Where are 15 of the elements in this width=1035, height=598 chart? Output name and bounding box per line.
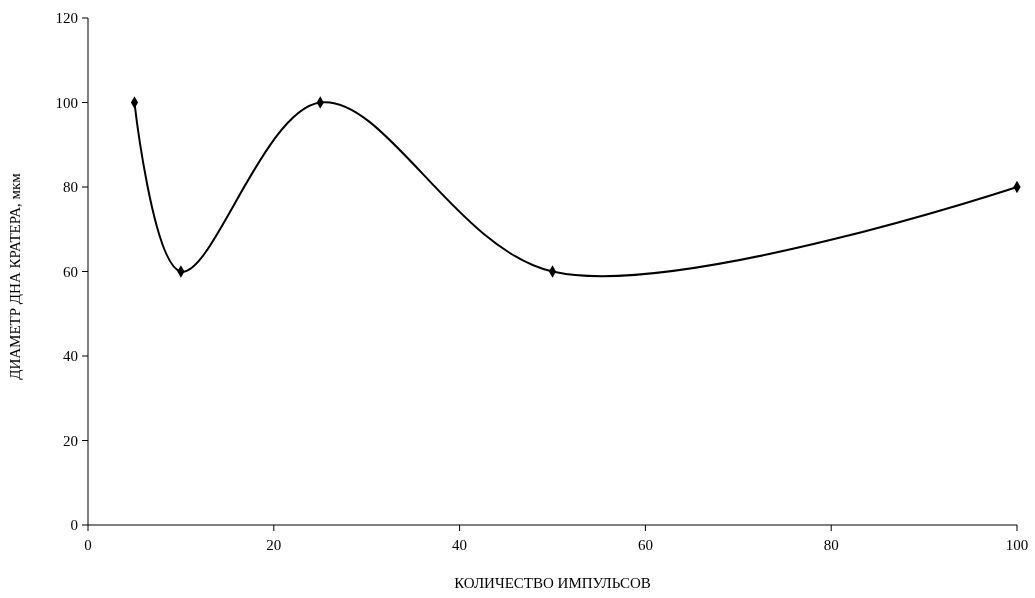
y-tick-label: 120 <box>55 10 78 26</box>
x-tick-label: 40 <box>452 537 468 553</box>
y-tick-label: 0 <box>70 517 78 533</box>
y-axis-title: ДИАМЕТР ДНА КРАТЕРА, мкм <box>7 172 23 380</box>
x-axis-title: КОЛИЧЕСТВО ИМПУЛЬСОВ <box>454 575 651 591</box>
y-tick-label: 100 <box>55 94 78 111</box>
x-tick-label: 0 <box>84 537 92 553</box>
y-tick-label: 20 <box>63 432 78 449</box>
x-tick-label: 100 <box>1005 537 1029 553</box>
y-tick-label: 60 <box>63 263 78 280</box>
y-tick-label: 80 <box>63 179 78 195</box>
y-tick-label: 40 <box>63 348 78 364</box>
x-tick-label: 80 <box>823 537 839 553</box>
x-tick-label: 60 <box>637 537 653 553</box>
x-tick-label: 20 <box>266 537 282 553</box>
